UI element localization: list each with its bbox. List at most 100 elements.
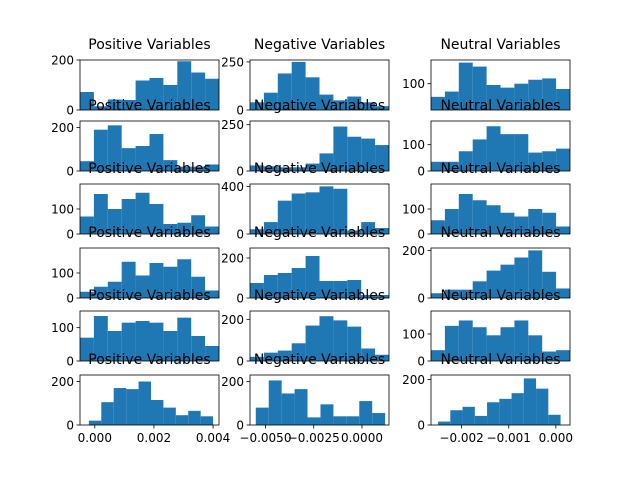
histogram-bar bbox=[319, 316, 334, 361]
panel-title: Neutral Variables bbox=[440, 225, 560, 241]
histogram-bar bbox=[93, 129, 108, 171]
histogram-bar bbox=[458, 320, 473, 361]
y-tick-label: 200 bbox=[221, 375, 244, 389]
histogram-bar bbox=[107, 99, 122, 110]
histogram-bar bbox=[93, 194, 108, 234]
histogram-bar bbox=[347, 96, 362, 110]
histogram-bar bbox=[444, 289, 459, 298]
histogram-bar bbox=[511, 393, 524, 425]
histogram-bar bbox=[333, 281, 348, 298]
y-tick-label: 0 bbox=[66, 104, 74, 118]
y-tick-label: 0 bbox=[66, 292, 74, 306]
histogram-bar bbox=[93, 106, 108, 110]
histogram-bar bbox=[347, 326, 362, 362]
histogram-bar bbox=[107, 281, 122, 298]
panel-title: Negative Variables bbox=[254, 98, 385, 114]
histogram-bar bbox=[474, 415, 488, 425]
histogram-bar bbox=[305, 77, 320, 110]
histogram-bar bbox=[149, 204, 164, 234]
x-tick-label: −0.002 bbox=[439, 431, 483, 445]
histogram-bar bbox=[250, 102, 264, 110]
y-tick-label: 0 bbox=[236, 355, 244, 369]
histogram-bar bbox=[431, 161, 445, 171]
histogram-bar bbox=[191, 215, 206, 234]
histogram-bar bbox=[500, 134, 515, 171]
panel-title: Negative Variables bbox=[254, 352, 385, 368]
histogram-bar bbox=[191, 166, 206, 171]
y-tick-label: 100 bbox=[402, 77, 425, 91]
axes-frame bbox=[79, 59, 220, 111]
y-tick-label: 100 bbox=[51, 321, 74, 335]
histogram-bar bbox=[150, 400, 164, 425]
axes-frame bbox=[430, 374, 571, 426]
histogram-bar bbox=[149, 134, 164, 171]
panels-group: 0 200 Positive Variables 0 250 Negative Varia… bbox=[51, 37, 573, 445]
histogram-bar bbox=[375, 228, 389, 234]
histogram-bar bbox=[346, 416, 360, 425]
histogram-bar bbox=[556, 288, 570, 298]
histogram-bar bbox=[88, 420, 102, 425]
histogram-bar bbox=[375, 145, 389, 171]
histogram-bar bbox=[191, 276, 206, 298]
histogram-bar bbox=[500, 264, 515, 298]
histogram-bar bbox=[542, 151, 557, 171]
histogram-bar bbox=[333, 320, 348, 362]
histogram-bar bbox=[333, 100, 348, 110]
panel-4-2: 0 100 Neutral Variables bbox=[402, 288, 571, 369]
histogram-bar bbox=[458, 62, 473, 110]
histogram-bar bbox=[347, 230, 362, 234]
histogram-bar bbox=[499, 398, 512, 425]
histogram-bar bbox=[514, 320, 529, 361]
panel-title: Positive Variables bbox=[88, 225, 210, 241]
x-tick-label: 0.004 bbox=[196, 431, 230, 445]
histogram-bar bbox=[200, 416, 214, 425]
x-tick-label: 0.002 bbox=[137, 431, 171, 445]
histogram-bar bbox=[375, 106, 389, 110]
axes-frame bbox=[249, 310, 390, 362]
y-tick-label: 0 bbox=[417, 165, 425, 179]
histogram-bar bbox=[107, 331, 122, 361]
histogram-bar bbox=[121, 322, 136, 361]
y-tick-label: 200 bbox=[51, 375, 74, 389]
histogram-bar bbox=[307, 417, 321, 425]
histogram-bar bbox=[359, 401, 373, 425]
histogram-bar bbox=[177, 259, 192, 298]
histogram-bar bbox=[80, 337, 94, 361]
y-tick-label: 250 bbox=[221, 118, 244, 132]
axes-frame bbox=[430, 310, 571, 362]
y-tick-label: 100 bbox=[51, 203, 74, 217]
histogram-bar bbox=[361, 138, 376, 171]
histogram-bar bbox=[528, 335, 543, 361]
histogram-bar bbox=[149, 263, 164, 298]
histogram-bar bbox=[263, 92, 278, 110]
histogram-bar bbox=[177, 222, 192, 234]
histogram-bar bbox=[205, 78, 219, 110]
histogram-bar bbox=[500, 212, 515, 234]
histogram-bar bbox=[472, 66, 487, 110]
histogram-bar bbox=[542, 212, 557, 234]
histogram-bar bbox=[107, 209, 122, 234]
histogram-bar bbox=[121, 100, 136, 110]
histogram-bar bbox=[93, 316, 108, 361]
histogram-bar bbox=[291, 61, 306, 110]
histogram-bar bbox=[431, 96, 445, 110]
histogram-bar bbox=[121, 148, 136, 171]
histogram-bar bbox=[486, 335, 501, 361]
y-tick-label: 200 bbox=[51, 54, 74, 68]
histogram-bar bbox=[486, 126, 501, 171]
panel-2-0: 0 100 Positive Variables bbox=[51, 161, 220, 242]
histogram-bar bbox=[135, 80, 150, 110]
y-tick-label: 0 bbox=[236, 228, 244, 242]
panel-title: Negative Variables bbox=[254, 161, 385, 177]
x-tick-label: −0.0050 bbox=[239, 431, 291, 445]
histogram-bar bbox=[263, 275, 278, 298]
y-tick-label: 100 bbox=[402, 203, 425, 217]
histogram-bar bbox=[556, 88, 570, 110]
histogram-bar bbox=[281, 393, 295, 425]
axes-frame bbox=[249, 247, 390, 299]
panel-title: Positive Variables bbox=[88, 98, 210, 114]
panel-3-0: 0 100 Positive Variables bbox=[51, 225, 220, 306]
y-tick-label: 0 bbox=[66, 419, 74, 433]
histogram-bar bbox=[372, 413, 386, 425]
